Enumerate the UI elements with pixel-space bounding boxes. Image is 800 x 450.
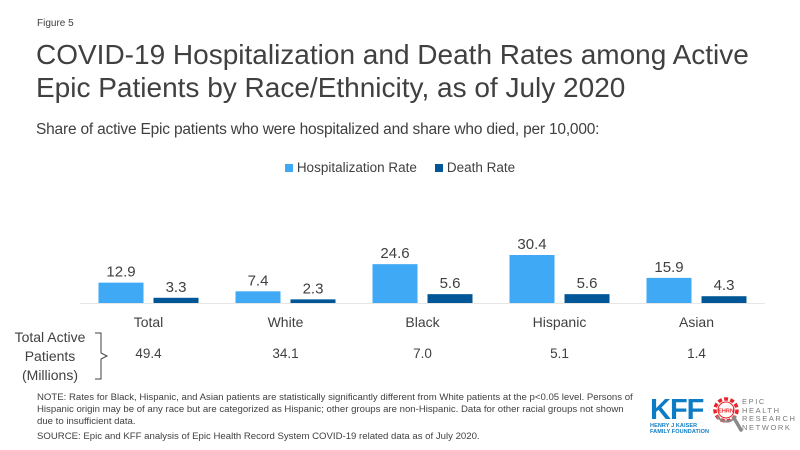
value-label-death: 4.3 (714, 277, 735, 294)
legend: Hospitalization Rate Death Rate (0, 160, 800, 175)
value-label-hospitalization: 15.9 (654, 259, 683, 276)
chart-title: COVID-19 Hospitalization and Death Rates… (36, 39, 749, 103)
population-label-line: (Millions) (22, 367, 78, 383)
bar-chart: 12.9 3.3 Total 7.4 2.3 White 24.6 5.6 Black 30.4 5… (80, 236, 765, 330)
chart-subtitle: Share of active Epic patients who were h… (36, 121, 600, 138)
population-value: 5.1 (550, 346, 569, 361)
population-value: 49.4 (135, 346, 162, 361)
ehrn-line: HEALTH (742, 405, 781, 415)
bar-hospitalization (509, 255, 555, 303)
bar-death (564, 294, 610, 303)
value-label-hospitalization: 12.9 (106, 264, 135, 281)
category-label: Asian (679, 314, 714, 330)
category-label: Hispanic (533, 314, 587, 330)
legend-label-death: Death Rate (446, 160, 516, 175)
category-label: Total (134, 314, 164, 330)
bar-hospitalization (646, 277, 692, 303)
legend-item-death: Death Rate (434, 160, 516, 175)
bar-death (701, 296, 747, 303)
bar-hospitalization (372, 264, 418, 303)
population-value: 34.1 (272, 346, 299, 361)
value-label-hospitalization: 30.4 (517, 236, 546, 253)
note-text: NOTE: Rates for Black, Hispanic, and Asi… (37, 392, 633, 427)
category-label: Black (405, 314, 440, 330)
population-value: 7.0 (413, 346, 432, 361)
ehrn-line: EPIC (742, 397, 766, 406)
ehrn-logo-text: EPIC HEALTH RESEARCH NETWORK (742, 397, 797, 432)
legend-label-hospitalization: Hospitalization Rate (296, 160, 417, 175)
kff-logo-subtext: FAMILY FOUNDATION (650, 429, 710, 435)
figure-label: Figure 5 (37, 18, 74, 29)
value-label-death: 3.3 (166, 279, 187, 296)
ehrn-badge-text: EHRN (718, 409, 734, 415)
bar-death (153, 297, 199, 303)
legend-swatch-death (434, 163, 443, 172)
kff-logo-subtext: HENRY J KAISER (650, 423, 698, 429)
category-label: White (268, 314, 304, 330)
value-label-hospitalization: 24.6 (380, 245, 409, 262)
legend-swatch-hospitalization (284, 163, 293, 172)
source-text: SOURCE: Epic and KFF analysis of Epic He… (37, 431, 480, 442)
population-label-line: Total Active (14, 329, 86, 345)
value-label-death: 5.6 (577, 275, 598, 292)
value-label-death: 2.3 (303, 280, 324, 297)
value-label-death: 5.6 (440, 275, 461, 292)
bar-death (290, 299, 336, 303)
bar-hospitalization (98, 282, 144, 303)
bracket-icon (95, 332, 109, 380)
kff-logo: KFF HENRY J KAISER FAMILY FOUNDATION (650, 394, 710, 436)
kff-logo-text: KFF (650, 394, 704, 426)
value-label-hospitalization: 7.4 (248, 272, 269, 289)
ehrn-line: NETWORK (742, 422, 792, 432)
ehrn-line: RESEARCH (742, 414, 797, 423)
population-label: Total Active Patients (Millions) (8, 328, 92, 385)
population-value: 1.4 (687, 346, 706, 361)
bar-death (427, 294, 473, 303)
bar-hospitalization (235, 291, 281, 303)
legend-item-hospitalization: Hospitalization Rate (284, 160, 417, 175)
population-label-line: Patients (24, 348, 76, 364)
ehrn-gear-magnifier-icon: EHRN (713, 397, 743, 432)
